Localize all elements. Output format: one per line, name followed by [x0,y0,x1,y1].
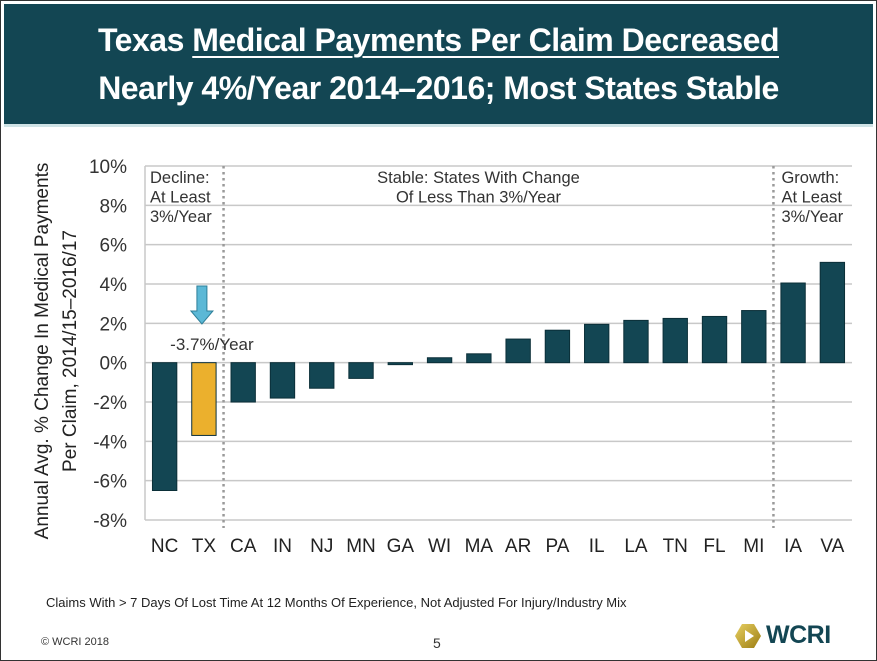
x-tick-label: VA [820,536,844,557]
y-tick-label: 10% [89,157,127,178]
annotation: -3.7%/Year [170,285,254,354]
x-tick-label: MI [743,536,764,557]
bar-mi [741,310,767,364]
bar-mn [348,362,374,379]
bar-ca [230,362,256,403]
region-label-stable: Stable: States With Change Of Less Than 3… [377,169,580,207]
wcri-logo: WCRI [734,621,831,650]
bar-il [584,323,610,364]
x-tick-label: FL [703,536,725,557]
logo-mark-icon [735,623,761,648]
x-tick-label: PA [545,536,569,557]
y-axis-label-line1: Annual Avg. % Change In Medical Payments [32,163,53,540]
region-label-line: Decline: [150,169,210,187]
bar-nc [151,362,178,492]
x-tick-label: TN [663,536,688,557]
x-tick-label: WI [428,536,451,557]
bar-la [623,319,649,364]
x-tick-label: MN [346,536,376,557]
y-tick-label: -6% [93,472,127,493]
annotation-label: -3.7%/Year [170,335,254,354]
y-axis-ticks: 10% 8% 6% 4% 2% 0% -2% -4% -6% -8% [89,157,127,532]
copyright: © WCRI 2018 [41,636,110,648]
region-label-line: 3%/Year [781,208,843,226]
bar-fl [701,315,728,364]
region-dividers [222,166,775,528]
y-tick-label: -4% [93,432,127,453]
x-tick-label: LA [624,536,648,557]
bar-ia [780,282,806,364]
bar-wi [426,357,453,364]
y-tick-label: 4% [100,275,128,296]
footnote: Claims With > 7 Days Of Lost Time At 12 … [46,595,627,610]
title-underlined: Medical Payments Per Claim Decreased [192,22,779,58]
gridlines [144,165,852,521]
region-label-line: 3%/Year [150,208,212,226]
x-tick-label: NC [151,536,178,557]
y-tick-label: 2% [100,314,128,335]
title-prefix: Texas [98,22,193,58]
y-tick-label: -2% [93,393,127,414]
region-label-line: Stable: States With Change [377,169,580,187]
title-banner: Texas Medical Payments Per Claim Decreas… [4,4,873,124]
y-tick-label: 0% [100,354,128,375]
bar-chart: 10% 8% 6% 4% 2% 0% -2% -4% -6% -8% NC TX CA IN NJ MN GA… [32,157,852,557]
page-number: 5 [433,635,441,651]
header-divider [4,124,873,127]
bar-ga [387,362,413,366]
y-tick-label: 6% [100,236,128,257]
y-tick-label: 8% [100,196,128,217]
bar-nj [309,362,335,389]
bar-tn [662,317,688,364]
x-tick-label: GA [387,536,415,557]
slide-title-line2: Nearly 4%/Year 2014–2016; Most States St… [98,70,779,106]
x-tick-label: IN [273,536,292,557]
region-label-line: At Least [150,189,211,207]
x-axis-ticks: NC TX CA IN NJ MN GA WI MA AR PA IL LA TN FL MI IA VA [151,536,845,557]
region-label-line: Of Less Than 3%/Year [396,189,562,207]
bar-in [269,362,296,399]
slide-title-line1: Texas Medical Payments Per Claim Decreas… [4,22,873,59]
y-axis-label-line2: Per Claim, 2014/15–2016/17 [60,230,81,472]
bar-ma [466,353,492,364]
bar-tx [191,362,217,436]
bar-pa [544,329,571,364]
bars [151,261,846,492]
x-tick-label: IL [589,536,605,557]
x-tick-label: CA [230,536,257,557]
down-arrow-icon [189,285,214,325]
x-tick-label: MA [465,536,494,557]
x-tick-label: NJ [310,536,333,557]
x-tick-label: IA [784,536,802,557]
x-tick-label: AR [505,536,531,557]
bar-va [819,261,846,364]
region-label-line: At Least [781,189,842,207]
logo-text: WCRI [766,621,831,649]
x-tick-label: TX [192,536,217,557]
bar-ar [505,338,531,364]
y-tick-label: -8% [93,511,127,532]
region-label-line: Growth: [781,169,839,187]
